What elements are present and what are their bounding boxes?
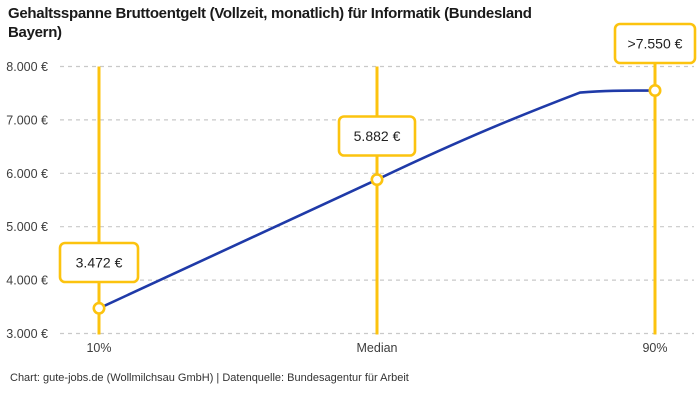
x-axis-tick-label: 90% xyxy=(642,341,667,355)
salary-line xyxy=(97,89,657,310)
y-axis-tick-label: 5.000 € xyxy=(6,220,48,234)
y-axis-tick-label: 7.000 € xyxy=(6,113,48,127)
y-axis-tick-label: 3.000 € xyxy=(6,327,48,341)
chart-title-line2: Bayern) xyxy=(8,24,62,41)
value-label: 3.472 € xyxy=(76,255,123,271)
x-axis-tick-label: Median xyxy=(357,341,398,355)
value-label: >7.550 € xyxy=(628,36,683,52)
value-label: 5.882 € xyxy=(354,128,401,144)
data-point-marker xyxy=(648,84,662,98)
chart-title-line1: Gehaltsspanne Bruttoentgelt (Vollzeit, m… xyxy=(8,5,532,22)
value-label-box xyxy=(613,22,697,65)
y-axis-tick-label: 8.000 € xyxy=(6,60,48,74)
chart-title: Gehaltsspanne Bruttoentgelt (Vollzeit, m… xyxy=(8,4,688,42)
chart-attribution: Chart: gute-jobs.de (Wollmilchsau GmbH) … xyxy=(10,372,409,384)
y-axis-tick-label: 6.000 € xyxy=(6,167,48,181)
y-axis-tick-label: 4.000 € xyxy=(6,274,48,288)
data-point-marker xyxy=(92,301,106,315)
value-label-box xyxy=(337,115,417,157)
x-axis-tick-label: 10% xyxy=(86,341,111,355)
value-label-box xyxy=(58,241,140,284)
data-point-marker xyxy=(370,173,384,187)
